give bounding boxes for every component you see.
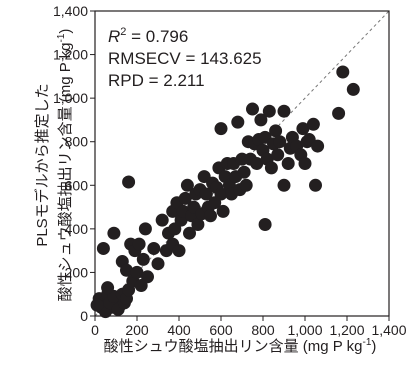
annotation: R2 = 0.796 bbox=[108, 26, 188, 46]
point bbox=[191, 218, 205, 231]
point bbox=[107, 226, 121, 240]
point bbox=[277, 178, 291, 192]
point bbox=[264, 161, 278, 175]
point bbox=[122, 175, 136, 189]
y-label-line2: 酸性シュウ酸塩抽出リン含量 (mg P kg-1) bbox=[56, 29, 74, 302]
point bbox=[254, 113, 268, 127]
point bbox=[231, 115, 245, 129]
point bbox=[311, 139, 325, 153]
point bbox=[273, 135, 287, 149]
x-tick-label: 1,400 bbox=[371, 322, 406, 338]
annotation-text: = 0.796 bbox=[126, 27, 188, 46]
point bbox=[258, 218, 272, 231]
annotation: RPD = 2.211 bbox=[108, 71, 205, 90]
point bbox=[178, 191, 192, 205]
point bbox=[281, 157, 295, 170]
point bbox=[136, 252, 150, 266]
y-tick-label: 400 bbox=[65, 221, 89, 237]
annotation-symbol: R bbox=[108, 27, 120, 46]
x-tick-label: 600 bbox=[209, 322, 233, 338]
point bbox=[130, 265, 144, 279]
x-tick-label: 400 bbox=[167, 322, 191, 338]
point bbox=[277, 104, 291, 118]
point bbox=[246, 102, 259, 116]
point bbox=[214, 187, 228, 201]
point bbox=[96, 241, 110, 255]
y-label-text: 酸性シュウ酸塩抽出リン含量 (mg P kg bbox=[57, 42, 74, 301]
point bbox=[332, 106, 346, 120]
point bbox=[214, 122, 228, 136]
x-tick-label: 1,200 bbox=[329, 322, 364, 338]
point bbox=[306, 117, 320, 131]
point bbox=[147, 241, 161, 255]
point bbox=[183, 226, 196, 240]
point bbox=[90, 298, 104, 312]
x-tick-label: 200 bbox=[125, 322, 149, 338]
y-label-end: ) bbox=[57, 29, 74, 34]
y-tick-label: 0 bbox=[80, 308, 88, 324]
y-tick-label: 600 bbox=[65, 177, 89, 193]
x-tick-label: 1,000 bbox=[287, 322, 322, 338]
point bbox=[204, 209, 217, 223]
point bbox=[132, 237, 146, 251]
point bbox=[269, 124, 283, 138]
point bbox=[101, 281, 115, 295]
point bbox=[237, 165, 251, 179]
y-tick-label: 200 bbox=[65, 264, 89, 280]
point bbox=[172, 244, 186, 258]
x-tick-label: 800 bbox=[251, 322, 275, 338]
y-tick-label: 1,200 bbox=[53, 47, 88, 63]
y-tick-label: 1,400 bbox=[53, 3, 88, 19]
x-tick-label: 0 bbox=[91, 322, 99, 338]
x-axis-label: 酸性シュウ酸塩抽出リン含量 (mg P kg-1) bbox=[104, 337, 377, 355]
point bbox=[336, 65, 350, 79]
point bbox=[346, 82, 360, 96]
point bbox=[180, 178, 194, 192]
y-axis-label: PLSモデルから推定した 酸性シュウ酸塩抽出リン含量 (mg P kg-1) bbox=[33, 29, 74, 302]
point bbox=[298, 157, 312, 170]
point bbox=[216, 204, 230, 218]
plot-frame bbox=[94, 10, 390, 317]
point bbox=[141, 270, 154, 284]
point bbox=[309, 178, 322, 192]
point bbox=[239, 178, 253, 192]
point bbox=[296, 122, 310, 136]
x-label-sup: -1 bbox=[363, 337, 372, 348]
annotation-sup: 2 bbox=[120, 26, 126, 38]
point bbox=[151, 257, 165, 271]
point bbox=[120, 263, 133, 277]
annotation: RMSECV = 143.625 bbox=[108, 49, 262, 68]
y-label-sup: -1 bbox=[56, 33, 67, 42]
x-label-end: ) bbox=[371, 338, 376, 355]
point bbox=[250, 157, 264, 170]
point bbox=[138, 222, 152, 236]
point bbox=[155, 213, 169, 227]
y-tick-label: 800 bbox=[65, 134, 89, 150]
point bbox=[271, 148, 285, 162]
point bbox=[199, 187, 213, 201]
y-label-line1: PLSモデルから推定した bbox=[33, 83, 51, 246]
point bbox=[262, 104, 276, 118]
x-label-text: 酸性シュウ酸塩抽出リン含量 (mg P kg bbox=[104, 338, 363, 355]
y-tick-label: 1,000 bbox=[53, 90, 88, 106]
